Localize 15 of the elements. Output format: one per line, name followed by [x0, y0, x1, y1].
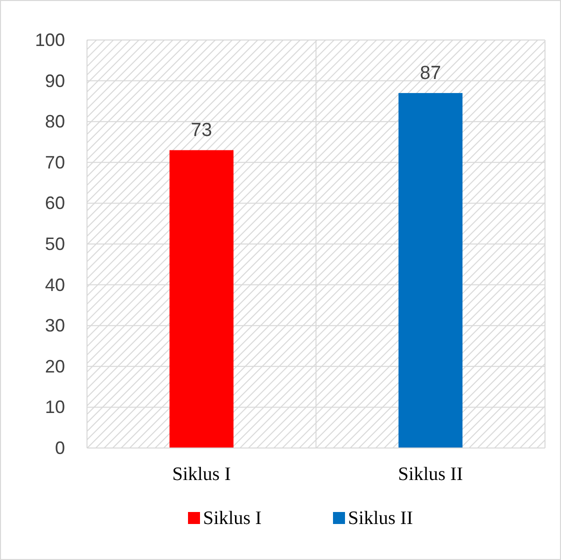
y-tick-label: 50 [44, 234, 65, 254]
data-label: 73 [190, 120, 212, 142]
y-tick-label: 40 [44, 274, 65, 295]
y-tick-label: 20 [44, 356, 65, 376]
legend-label: Siklus I [203, 508, 262, 529]
legend-label: Siklus II [348, 508, 413, 529]
y-tick-label: 30 [44, 316, 65, 336]
y-tick-label: 100 [34, 30, 65, 50]
y-tick-label: 60 [44, 193, 65, 214]
y-tick-label: 70 [44, 152, 65, 172]
y-tick-label: 0 [54, 438, 65, 458]
y-tick-label: 90 [44, 70, 65, 91]
y-tick-label: 80 [44, 112, 65, 132]
data-label: 87 [420, 63, 442, 84]
y-tick-label: 10 [44, 397, 65, 418]
